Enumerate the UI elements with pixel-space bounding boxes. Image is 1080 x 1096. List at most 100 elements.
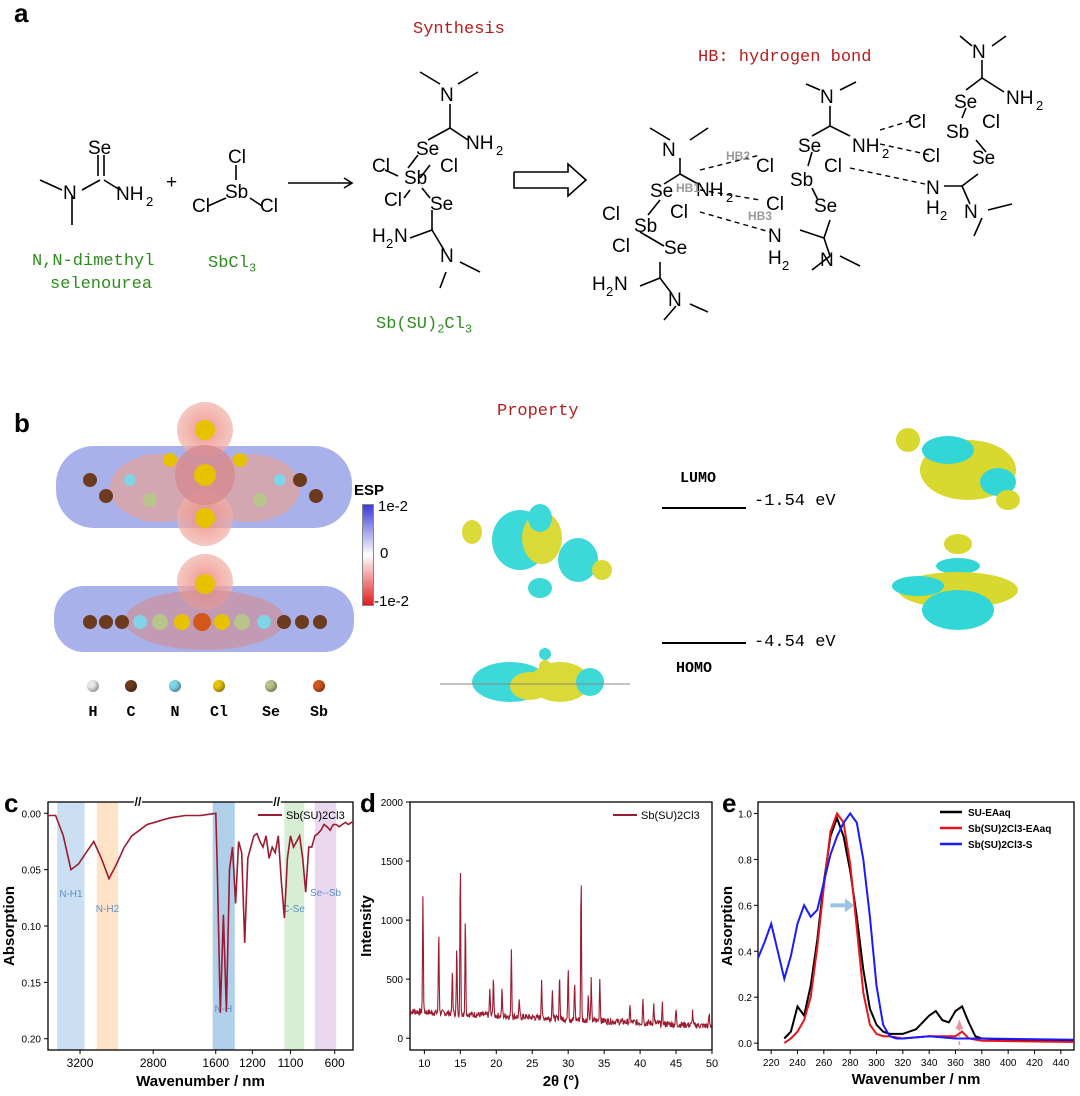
plot-frame [47, 801, 354, 1051]
svg-text:NH: NH [1006, 88, 1033, 109]
reactant1-name-line1: N,N-dimethyl [32, 252, 155, 271]
svg-text:Se: Se [798, 136, 821, 157]
svg-text:Cl: Cl [260, 196, 278, 217]
ytick-label: 0.6 [738, 901, 752, 912]
ftir-chart: N-H1 N-H2 N-H C-Se Se--Sb // // 0.00 0.05 0.10 0.1… [1, 795, 354, 1090]
legend-label: Sb(SU)2Cl3 [286, 810, 345, 822]
ytick-label: 1000 [381, 916, 404, 927]
svg-text:H: H [592, 274, 606, 295]
absorption-band-4 [314, 802, 337, 1050]
x-axis-title: Wavenumber / nm [852, 1071, 981, 1088]
panel-label-e: e [722, 788, 737, 818]
atom-legend: H C N Cl Se Sb [78, 680, 368, 740]
xtick-label: 280 [842, 1058, 859, 1069]
property-title: Property [497, 402, 579, 421]
panel-label-d: d [360, 788, 376, 818]
atom-legend-ball-sb [313, 680, 325, 692]
absorption-band-3 [284, 802, 305, 1050]
hb3-label: HB3 [748, 209, 772, 223]
xtick-label: 30 [562, 1058, 574, 1070]
panel-label-b: b [14, 408, 30, 438]
xtick-label: 340 [921, 1058, 938, 1069]
hb1-label: HB1 [676, 181, 700, 195]
svg-text:Se: Se [650, 181, 673, 202]
synthesis-title: Synthesis [413, 20, 505, 39]
xtick-label: 50 [706, 1058, 718, 1070]
orbital-images-left [440, 504, 630, 702]
svg-text:Sb: Sb [946, 122, 969, 143]
svg-text:N: N [926, 178, 940, 199]
svg-text:2: 2 [386, 236, 393, 251]
reactant2-name: SbCl3 [208, 254, 257, 276]
uvvis-chart: 0.0 0.2 0.4 0.6 0.8 1.0 220 240 260 280 300 320 340 3… [719, 801, 1075, 1088]
panel-label-a: a [14, 0, 29, 28]
svg-text:H: H [372, 226, 386, 247]
shift-arrow-head [844, 898, 855, 913]
esp-title: ESP [354, 482, 385, 499]
svg-text:N: N [662, 140, 676, 161]
atom-legend-ball-h [87, 680, 99, 692]
xtick-label: 35 [598, 1058, 610, 1070]
hb-title: HB: hydrogen bond [698, 48, 872, 67]
atom-legend-ball-n [169, 680, 181, 692]
panel-label-c: c [4, 788, 19, 818]
series-line-1 [783, 811, 1075, 1044]
atom-legend-label-cl: Cl [209, 704, 228, 721]
xtick-label: 40 [634, 1058, 646, 1070]
svg-text:2: 2 [496, 143, 503, 158]
xtick-label: 10 [418, 1058, 430, 1070]
svg-text:Se: Se [664, 238, 687, 259]
svg-text:Cl: Cl [372, 156, 390, 177]
band-label-0: N-H1 [59, 889, 83, 900]
svg-text:N: N [820, 87, 834, 108]
svg-text:H: H [768, 248, 782, 269]
svg-text:2: 2 [606, 284, 613, 299]
svg-text:Sb: Sb [634, 216, 657, 237]
svg-text:N: N [668, 290, 682, 311]
ytick-label: 500 [386, 975, 403, 986]
homo-label: HOMO [676, 660, 713, 677]
hb2-label: HB2 [726, 149, 750, 163]
ytick-label: 0.0 [738, 1039, 752, 1050]
svg-text:NH: NH [696, 180, 723, 201]
svg-text:N: N [614, 274, 628, 295]
homo-energy: -4.54 eV [754, 633, 836, 652]
svg-text:Se: Se [416, 139, 439, 160]
svg-text:N: N [964, 202, 978, 223]
xtick-label: 1200 [239, 1056, 266, 1070]
legend-label-1: Sb(SU)2Cl3-EAaq [968, 824, 1051, 835]
xtick-label: 45 [670, 1058, 682, 1070]
svg-text:N: N [768, 226, 782, 247]
xrd-chart: 0 500 1000 1500 2000 10 15 20 25 30 35 40 45 50 Sb(SU)… [358, 798, 718, 1090]
svg-text:2: 2 [726, 190, 733, 205]
series-line-sb-su2-cl3 [48, 812, 353, 1013]
y-axis-title: Intensity [358, 895, 375, 957]
esp-molecule-images [54, 402, 354, 652]
xtick-label: 15 [454, 1058, 466, 1070]
absorption-band-0 [57, 802, 85, 1050]
ytick-label: 0 [397, 1034, 403, 1045]
xtick-label: 380 [973, 1058, 990, 1069]
esp-tick-bottom: -1e-2 [374, 593, 410, 610]
xrd-pattern-line [409, 872, 713, 1029]
ytick-label: 0.15 [22, 978, 42, 989]
svg-text:N: N [63, 183, 77, 204]
svg-text:Cl: Cl [228, 147, 246, 168]
xtick-label: 220 [763, 1058, 780, 1069]
atom-legend-ball-c [125, 680, 137, 692]
svg-text:Se: Se [88, 138, 111, 159]
band-label-1: N-H2 [96, 904, 120, 915]
plot-frame [409, 801, 713, 1051]
ytick-label: 0.00 [22, 809, 42, 820]
ytick-label: 1500 [381, 857, 404, 868]
svg-text:Cl: Cl [756, 156, 774, 177]
ytick-label: 0.2 [738, 993, 752, 1004]
x-axis-title: Wavenumber / nm [136, 1073, 265, 1090]
svg-text:Cl: Cl [982, 112, 1000, 133]
svg-text:N: N [820, 250, 834, 271]
svg-text:Sb: Sb [404, 168, 427, 189]
svg-text:N: N [440, 246, 454, 267]
xtick-label: 25 [526, 1058, 538, 1070]
legend-label: Sb(SU)2Cl3 [641, 810, 700, 822]
lumo-energy: -1.54 eV [754, 492, 836, 511]
